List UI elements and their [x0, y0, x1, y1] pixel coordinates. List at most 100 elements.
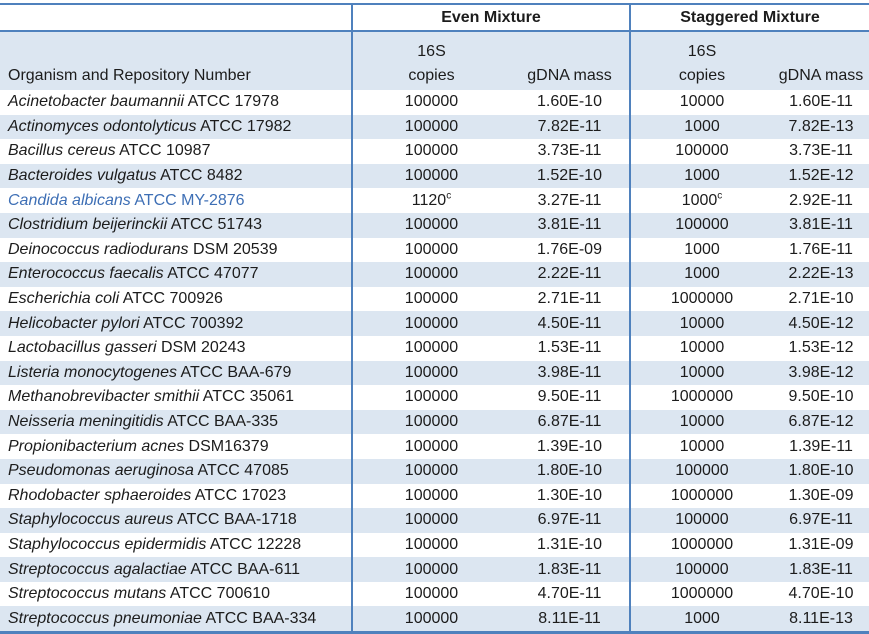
even-gdna-mass-cell: 1.60E-10: [537, 93, 602, 111]
table-row: Candida albicans ATCC MY-2876 1120c 3.27…: [0, 188, 869, 213]
organism-species-name: Helicobacter pylori: [8, 314, 140, 332]
organism-cell: Propionibacterium acnes DSM16379: [0, 434, 352, 459]
even-16s-copies-cell: 100000: [351, 212, 510, 238]
even-gdna-mass-cell: 3.73E-11: [537, 142, 602, 160]
staggered-16s-copies-cell: 10000: [629, 360, 773, 386]
table-row: Propionibacterium acnes DSM16379 100000 …: [0, 434, 869, 459]
staggered-gdna-mass-cell: 9.50E-10: [788, 388, 854, 406]
staggered-gdna-mass-cell: 1.30E-09: [788, 486, 854, 504]
staggered-gdna-mass-cell: 8.11E-13: [773, 606, 869, 634]
organism-cell: Listeria monocytogenes ATCC BAA-679: [0, 360, 352, 386]
organism-cell: Acinetobacter baumannii ATCC 17978: [0, 90, 352, 115]
staggered-gdna-mass-cell: 1.52E-12: [773, 163, 869, 189]
organism-column-header: Organism and Repository Number: [0, 31, 352, 90]
even-16s-copies-cell: 100000: [351, 606, 510, 634]
staggered-gdna-mass-cell: 7.82E-13: [773, 114, 869, 140]
repository-number: DSM 20539: [188, 240, 278, 258]
even-16s-copies-header: 16S copies: [351, 31, 510, 90]
repository-number: ATCC 17982: [196, 117, 292, 135]
table-row: Actinomyces odontolyticus ATCC 17982 100…: [0, 114, 869, 140]
staggered-gdna-mass-cell: 1.31E-09: [788, 535, 854, 553]
repository-number: ATCC 8482: [156, 167, 243, 185]
organism-species-name: Listeria monocytogenes: [8, 363, 177, 381]
table-row: Helicobacter pylori ATCC 700392 100000 4…: [0, 311, 869, 336]
even-16s-copies-cell: 100000: [351, 532, 510, 558]
organism-cell: Streptococcus pneumoniae ATCC BAA-334: [0, 606, 352, 634]
even-gdna-mass-cell: 7.82E-11: [510, 114, 630, 140]
copies-header-line2: copies: [408, 67, 455, 84]
even-16s-copies-cell: 100000: [351, 385, 510, 410]
even-gdna-mass-cell: 1.30E-10: [537, 486, 602, 504]
even-gdna-mass-cell: 8.11E-11: [510, 606, 630, 634]
organism-species-name: Enterococcus faecalis: [8, 265, 164, 283]
staggered-mixture-group-header: Staggered Mixture: [629, 3, 869, 32]
even-gdna-mass-cell: 3.98E-11: [510, 360, 630, 386]
even-16s-copies-cell: 100000: [351, 508, 510, 533]
mixture-composition-table: Even Mixture Staggered Mixture Organism …: [0, 3, 869, 634]
staggered-16s-copies-cell: 100000: [629, 212, 773, 238]
organism-species-name: Rhodobacter sphaeroides: [8, 486, 192, 504]
table-row: Staphylococcus aureus ATCC BAA-1718 1000…: [0, 508, 869, 533]
staggered-16s-copies-cell: 1000000: [629, 483, 773, 509]
even-gdna-mass-cell: 6.97E-11: [510, 508, 630, 533]
organism-species-name: Candida albicans: [8, 191, 131, 209]
table-row: Acinetobacter baumannii ATCC 17978 10000…: [0, 90, 869, 115]
even-16s-copies-cell: 100000: [351, 286, 510, 312]
organism-cell: Escherichia coli ATCC 700926: [0, 287, 352, 312]
staggered-16s-copies-cell: 1000: [629, 262, 773, 287]
even-gdna-mass-cell: 2.71E-11: [537, 290, 602, 308]
staggered-gdna-mass-header: gDNA mass: [773, 31, 869, 90]
organism-species-name: Bacteroides vulgatus: [8, 167, 157, 185]
staggered-gdna-mass-cell: 1.76E-11: [789, 240, 853, 258]
table-row: Staphylococcus epidermidis ATCC 12228 10…: [0, 532, 869, 558]
organism-species-name: Acinetobacter baumannii: [8, 93, 185, 111]
staggered-gdna-mass-cell: 3.98E-12: [773, 360, 869, 386]
organism-cell: Candida albicans ATCC MY-2876: [0, 188, 352, 213]
staggered-16s-copies-cell: 100000: [629, 508, 773, 533]
even-gdna-mass-cell: 1.52E-10: [510, 163, 630, 189]
repository-number: ATCC 47077: [163, 265, 259, 283]
even-16s-copies-cell: 1120c: [351, 188, 510, 213]
staggered-gdna-mass-cell: 1.53E-12: [788, 339, 854, 357]
organism-species-name: Deinococcus radiodurans: [8, 240, 189, 258]
staggered-16s-copies-cell: 10000: [629, 90, 773, 115]
even-16s-copies-cell: 100000: [351, 557, 510, 582]
repository-number: ATCC 51743: [167, 216, 263, 234]
repository-number: ATCC BAA-611: [186, 560, 301, 578]
table-row: Neisseria meningitidis ATCC BAA-335 1000…: [0, 409, 869, 435]
organism-cell: Clostridium beijerinckii ATCC 51743: [0, 212, 352, 238]
repository-number: ATCC 17023: [191, 486, 287, 504]
staggered-16s-copies-cell: 1000000: [629, 385, 773, 410]
organism-cell: Pseudomonas aeruginosa ATCC 47085: [0, 458, 352, 484]
even-gdna-mass-cell: 9.50E-11: [537, 388, 602, 406]
staggered-16s-copies-cell: 1000: [629, 114, 773, 140]
staggered-16s-copies-cell: 100000: [629, 458, 773, 484]
footnote-marker: c: [717, 190, 723, 202]
staggered-gdna-mass-cell: 6.97E-11: [773, 508, 869, 533]
repository-number: DSM 20243: [156, 339, 246, 357]
repository-number: ATCC BAA-1718: [173, 511, 297, 529]
staggered-16s-copies-cell: 1000: [629, 163, 773, 189]
even-16s-copies-cell: 100000: [351, 163, 510, 189]
even-gdna-mass-cell: 3.81E-11: [510, 212, 630, 238]
even-gdna-mass-cell: 6.87E-11: [510, 409, 630, 435]
staggered-gdna-mass-cell: 1.39E-11: [789, 437, 853, 455]
table-row: Clostridium beijerinckii ATCC 51743 1000…: [0, 212, 869, 238]
staggered-16s-copies-cell: 1000c: [629, 188, 773, 213]
repository-number: DSM16379: [184, 437, 269, 455]
staggered-gdna-mass-cell: 2.71E-10: [788, 290, 854, 308]
even-gdna-mass-cell: 4.50E-11: [510, 311, 630, 336]
staggered-gdna-mass-cell: 3.81E-11: [773, 212, 869, 238]
even-gdna-mass-header: gDNA mass: [510, 31, 630, 90]
staggered-16s-copies-cell: 1000000: [629, 581, 773, 607]
table-row: Bacteroides vulgatus ATCC 8482 100000 1.…: [0, 163, 869, 189]
staggered-16s-copies-cell: 10000: [629, 409, 773, 435]
even-16s-copies-cell: 100000: [351, 483, 510, 509]
staggered-16s-copies-cell: 10000: [629, 335, 773, 361]
repository-number: ATCC BAA-335: [163, 413, 279, 431]
even-16s-copies-cell: 100000: [351, 409, 510, 435]
organism-species-name: Neisseria meningitidis: [8, 413, 164, 431]
table-row: Deinococcus radiodurans DSM 20539 100000…: [0, 237, 869, 263]
organism-cell: Staphylococcus epidermidis ATCC 12228: [0, 533, 352, 558]
